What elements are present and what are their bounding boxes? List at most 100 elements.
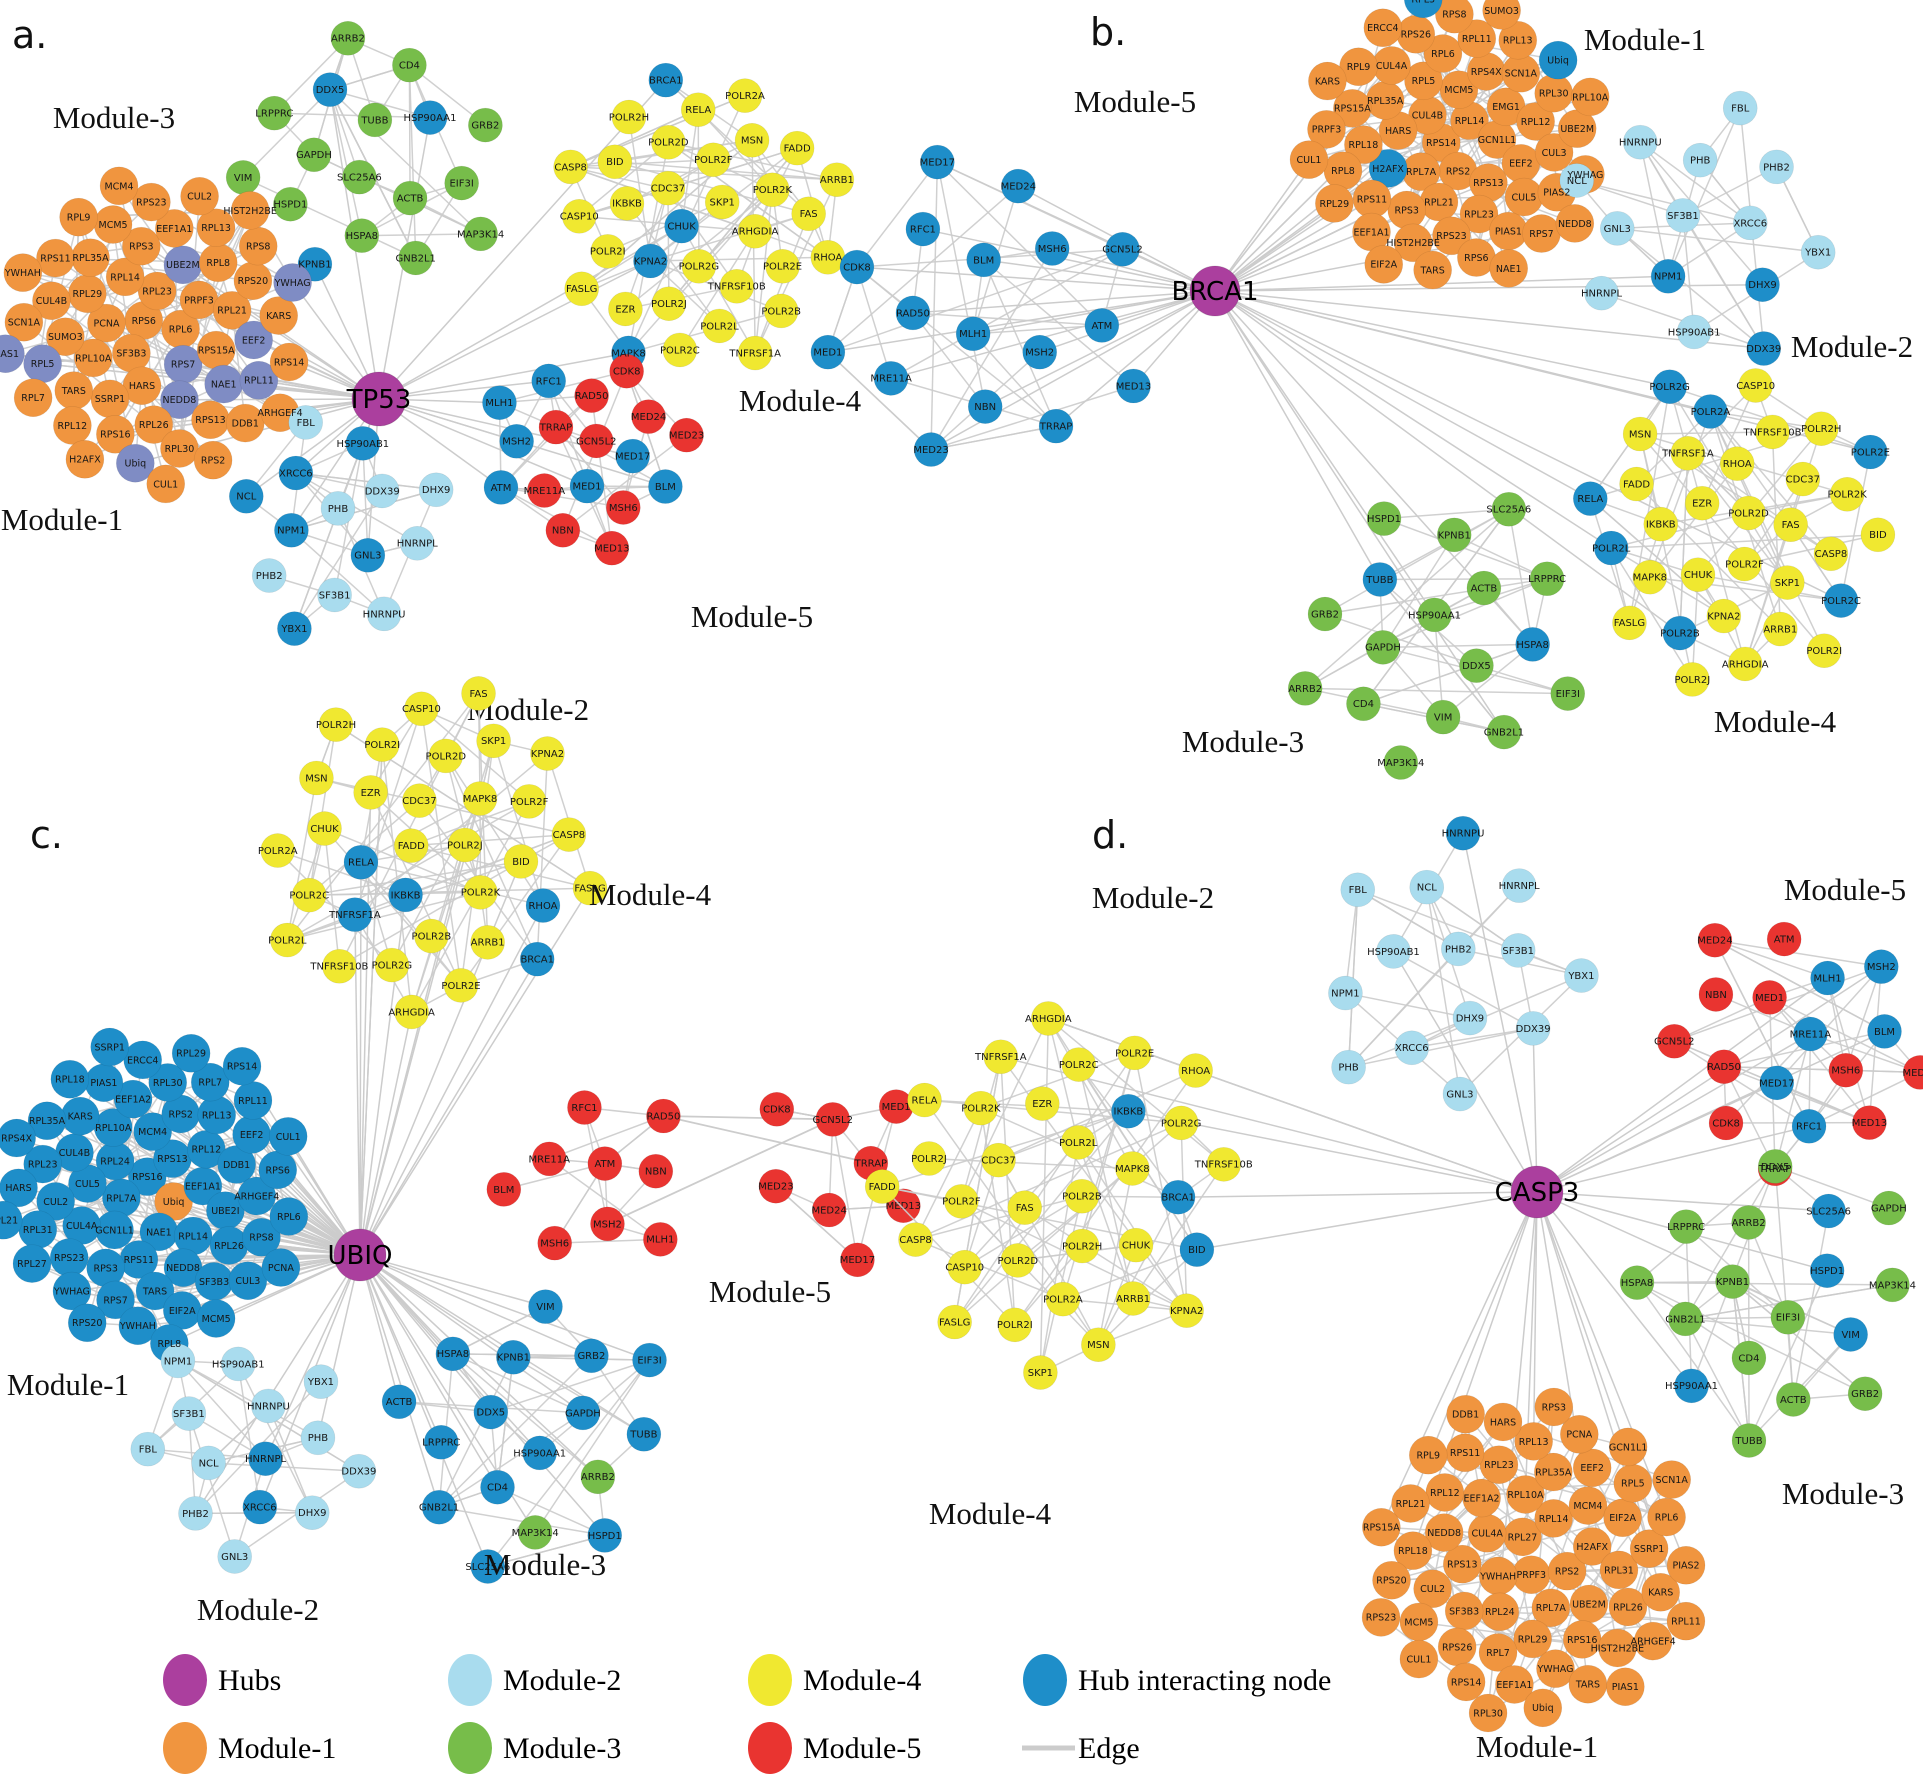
node-XRCC6[interactable] [278,455,314,491]
node-RPS23[interactable] [1361,1598,1401,1637]
node-IKBKB[interactable] [609,186,645,221]
node-POLR2B[interactable] [1662,615,1698,651]
node-EZR[interactable] [1684,485,1720,521]
node-POLR2E[interactable] [1117,1035,1152,1071]
node-POLR2A[interactable] [1045,1281,1081,1317]
node-CUL1[interactable] [1289,140,1329,179]
node-CUL2[interactable] [180,176,219,216]
node-GNL3[interactable] [1599,211,1635,246]
node-RPL30[interactable] [148,1063,188,1102]
node-FBL[interactable] [288,405,323,440]
node-KPNA2[interactable] [1169,1293,1204,1328]
node-PHB[interactable] [1331,1049,1366,1085]
node-MED23[interactable] [669,417,704,453]
node-BRCA1[interactable] [1160,1179,1196,1215]
node-TNFRSF10B[interactable] [1755,414,1790,450]
node-CUL1[interactable] [1399,1639,1439,1679]
node-POLR2A[interactable] [1693,394,1728,429]
node-MLH1[interactable] [955,316,991,352]
node-RPS14[interactable] [269,342,309,382]
node-DDX5[interactable] [1459,648,1494,683]
node-FBL[interactable] [1722,90,1758,126]
node-EEF1A1[interactable] [1495,1665,1534,1704]
node-GCN1L1[interactable] [1608,1427,1648,1467]
node-RHOA[interactable] [525,888,561,923]
node-RPS4X[interactable] [0,1118,36,1158]
node-RPL29[interactable] [1315,184,1354,223]
node-RPL23[interactable] [23,1144,63,1184]
node-NEDD8[interactable] [1424,1513,1464,1552]
node-POLR2A[interactable] [260,833,296,868]
node-HNRNPU[interactable] [1622,124,1658,160]
hub-node-BRCA1[interactable] [1189,265,1241,317]
node-HSP90AA1[interactable] [412,100,448,135]
node-PHB[interactable] [320,491,356,526]
node-SSRP1[interactable] [1629,1529,1669,1568]
node-MSH6[interactable] [1034,231,1070,266]
node-TNFRSF10B[interactable] [719,269,755,304]
node-MED1[interactable] [569,468,605,504]
node-RPL12[interactable] [53,406,92,445]
node-POLR2L[interactable] [270,922,305,958]
node-POLR2J[interactable] [447,827,483,863]
node-MSH2[interactable] [1863,949,1899,984]
node-VIM[interactable] [528,1289,563,1324]
node-HNRNPU[interactable] [366,596,402,632]
node-IKBKB[interactable] [388,877,423,913]
node-MSN[interactable] [734,122,770,158]
node-YBX1[interactable] [1800,234,1836,270]
node-MCM4[interactable] [99,166,139,206]
node-ARHGDIA[interactable] [1727,646,1763,682]
node-H2AFX[interactable] [65,439,105,479]
node-DDX39[interactable] [341,1453,377,1489]
node-RAD50[interactable] [574,378,609,413]
node-CDK8[interactable] [759,1091,795,1127]
node-POLR2F[interactable] [1727,546,1762,582]
node-HSPD1[interactable] [1809,1253,1845,1289]
node-TNFRSF10B[interactable] [1206,1147,1242,1182]
node-NPM1[interactable] [1650,258,1686,294]
node-GNB2L1[interactable] [1668,1301,1703,1337]
node-GNB2L1[interactable] [1486,714,1522,750]
node-RFC1[interactable] [567,1090,602,1125]
node-ARRB1[interactable] [1762,611,1798,647]
node-MED24[interactable] [811,1192,847,1228]
node-POLR2A[interactable] [727,78,763,113]
node-TNFRSF1A[interactable] [737,335,773,371]
node-SUMO3[interactable] [1482,0,1521,30]
node-RPS3[interactable] [121,226,161,266]
node-RPL11[interactable] [1666,1601,1706,1641]
node-RPL18[interactable] [50,1059,90,1099]
node-BLM[interactable] [966,242,1001,278]
node-RPL21[interactable] [0,1200,23,1240]
node-HSP90AB1[interactable] [1676,314,1712,350]
node-RAD50[interactable] [895,295,931,331]
node-DDX5[interactable] [473,1394,509,1430]
node-POLR2I[interactable] [997,1307,1033,1343]
node-SF3B1[interactable] [1665,198,1701,233]
node-PIAS1[interactable] [0,334,25,374]
node-EEF2[interactable] [1572,1448,1612,1488]
node-TRRAP[interactable] [1038,408,1074,444]
node-YBX1[interactable] [1564,958,1599,993]
node-HSPA8[interactable] [1619,1265,1655,1300]
node-CASP10[interactable] [1738,368,1773,403]
node-RPS23[interactable] [132,182,171,222]
node-POLR2C[interactable] [291,877,327,913]
node-MLH1[interactable] [1810,960,1845,996]
node-DHX9[interactable] [1452,1000,1488,1036]
node-CASP10[interactable] [561,198,597,234]
node-RPL10A[interactable] [1506,1475,1545,1514]
node-NCL[interactable] [1559,163,1595,198]
node-POLR2E[interactable] [765,248,800,284]
node-MED13[interactable] [1852,1105,1887,1140]
node-TUBB[interactable] [1731,1423,1767,1458]
node-MCM4[interactable] [133,1112,172,1151]
node-RPS14[interactable] [222,1046,262,1086]
node-PHB2[interactable] [251,558,287,593]
node-ARRB1[interactable] [1115,1281,1151,1316]
node-EZR[interactable] [353,775,388,810]
node-BRCA1[interactable] [648,62,684,98]
node-MRE11A[interactable] [1793,1016,1828,1052]
node-POLR2B[interactable] [414,918,449,954]
